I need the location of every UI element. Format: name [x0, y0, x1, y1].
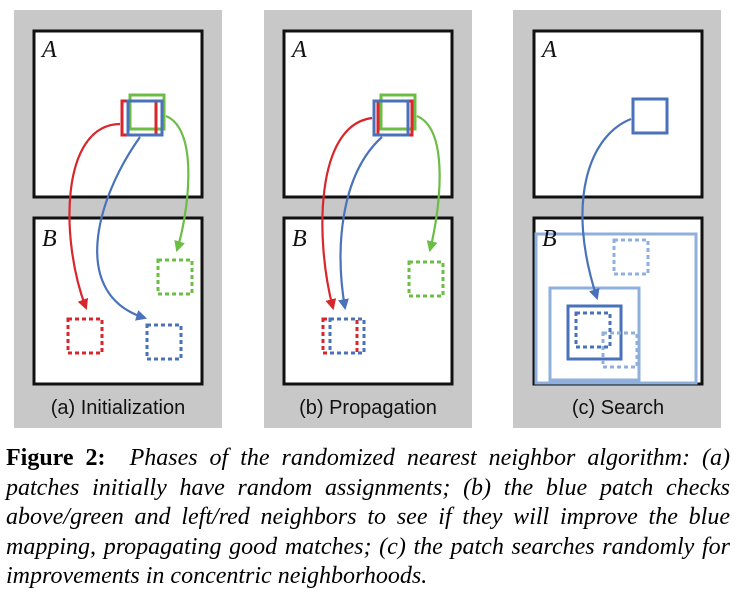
- search-window-large: [534, 232, 698, 385]
- image-b-letter: B: [292, 226, 307, 252]
- panel-search: A B (c) Search: [513, 10, 721, 428]
- caption-label: Figure 2:: [6, 445, 106, 471]
- green-candidate-patch: [407, 260, 445, 298]
- figure-caption: Figure 2: Phases of the randomized neare…: [6, 444, 730, 592]
- image-b-box: [32, 216, 204, 386]
- green-patch: [128, 93, 166, 131]
- red-arrow: [68, 122, 121, 311]
- image-b-box: [532, 216, 704, 386]
- image-a-box: [282, 29, 454, 199]
- blue-arrow: [581, 117, 632, 301]
- green-arrow: [165, 114, 190, 253]
- caption-text: Phases of the randomized nearest neighbo…: [6, 445, 730, 589]
- green-candidate-patch: [156, 258, 194, 296]
- candidate-patch-far: [612, 238, 650, 276]
- image-a-letter: A: [40, 37, 57, 63]
- blue-patch: [372, 99, 410, 137]
- blue-patch: [126, 99, 164, 137]
- image-a-box: [32, 29, 204, 199]
- panel-propagation: A B (b) Propagation: [264, 10, 472, 428]
- green-patch: [379, 93, 417, 131]
- blue-arrow: [96, 136, 148, 321]
- panel-label-initialization: (a) Initialization: [51, 397, 186, 419]
- panel-initialization: A B (a) Initialization: [14, 10, 222, 428]
- panel-label-search: (c) Search: [572, 397, 664, 419]
- image-b-letter: B: [42, 226, 57, 252]
- candidate-patch-mid: [601, 331, 639, 369]
- red-arrow: [321, 116, 373, 311]
- image-b-box: [282, 216, 454, 386]
- blue-arrow: [338, 136, 383, 311]
- red-candidate-patch: [66, 317, 104, 355]
- image-b-letter: B: [542, 226, 557, 252]
- panel-label-propagation: (b) Propagation: [299, 397, 437, 419]
- green-arrow: [416, 114, 441, 253]
- blue-candidate-patch: [328, 317, 366, 355]
- figure-2: A B (a) Initialization A B (b) Propagati…: [14, 10, 721, 428]
- blue-patch: [631, 97, 669, 135]
- image-a-box: [532, 29, 704, 199]
- blue-candidate-patch: [145, 323, 183, 361]
- candidate-patch-near: [574, 311, 612, 349]
- image-a-letter: A: [540, 37, 557, 63]
- image-a-letter: A: [290, 37, 307, 63]
